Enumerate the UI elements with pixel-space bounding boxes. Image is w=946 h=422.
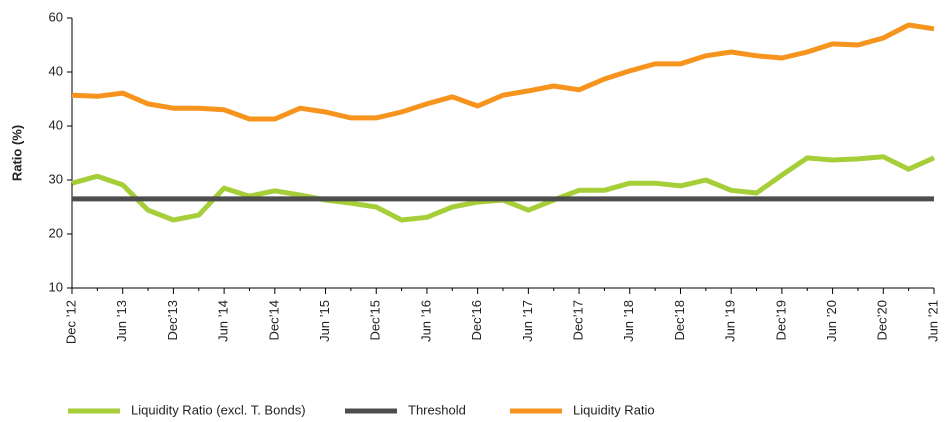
- legend-label: Threshold: [408, 402, 466, 417]
- y-tick-label: 40: [49, 117, 63, 132]
- y-tick-label: 40: [49, 63, 63, 78]
- x-tick-label: Jun ’16: [418, 300, 433, 342]
- y-tick-label: 30: [49, 171, 63, 186]
- x-tick-label: Dec’14: [266, 300, 281, 340]
- y-tick-label: 10: [49, 279, 63, 294]
- x-tick-label: Jun ’15: [317, 300, 332, 342]
- x-tick-label: Dec’20: [875, 300, 890, 340]
- x-tick-label: Jun ’19: [723, 300, 738, 342]
- x-tick-label: Dec’16: [469, 300, 484, 340]
- x-tick-label: Jun ’17: [520, 300, 535, 342]
- x-tick-label: Dec ’12: [63, 300, 78, 344]
- x-tick-label: Jun ’14: [216, 300, 231, 342]
- y-tick-label: 20: [49, 225, 63, 240]
- y-axis-title: Ratio (%): [9, 125, 24, 181]
- series-line: [71, 22, 935, 122]
- x-tick-label: Dec’19: [773, 300, 788, 340]
- x-tick-label: Jun ’21: [925, 300, 940, 342]
- x-tick-label: Dec’17: [570, 300, 585, 340]
- x-tick-label: Jun ’18: [621, 300, 636, 342]
- legend-label: Liquidity Ratio (excl. T. Bonds): [131, 402, 306, 417]
- legend-label: Liquidity Ratio: [573, 402, 655, 417]
- x-tick-label: Jun ’13: [114, 300, 129, 342]
- series-line: [71, 154, 936, 223]
- x-tick-label: Dec’13: [165, 300, 180, 340]
- x-tick-label: Dec’18: [672, 300, 687, 340]
- x-tick-label: Jun ’20: [824, 300, 839, 342]
- x-tick-label: Dec’15: [368, 300, 383, 340]
- y-tick-label: 60: [49, 9, 63, 24]
